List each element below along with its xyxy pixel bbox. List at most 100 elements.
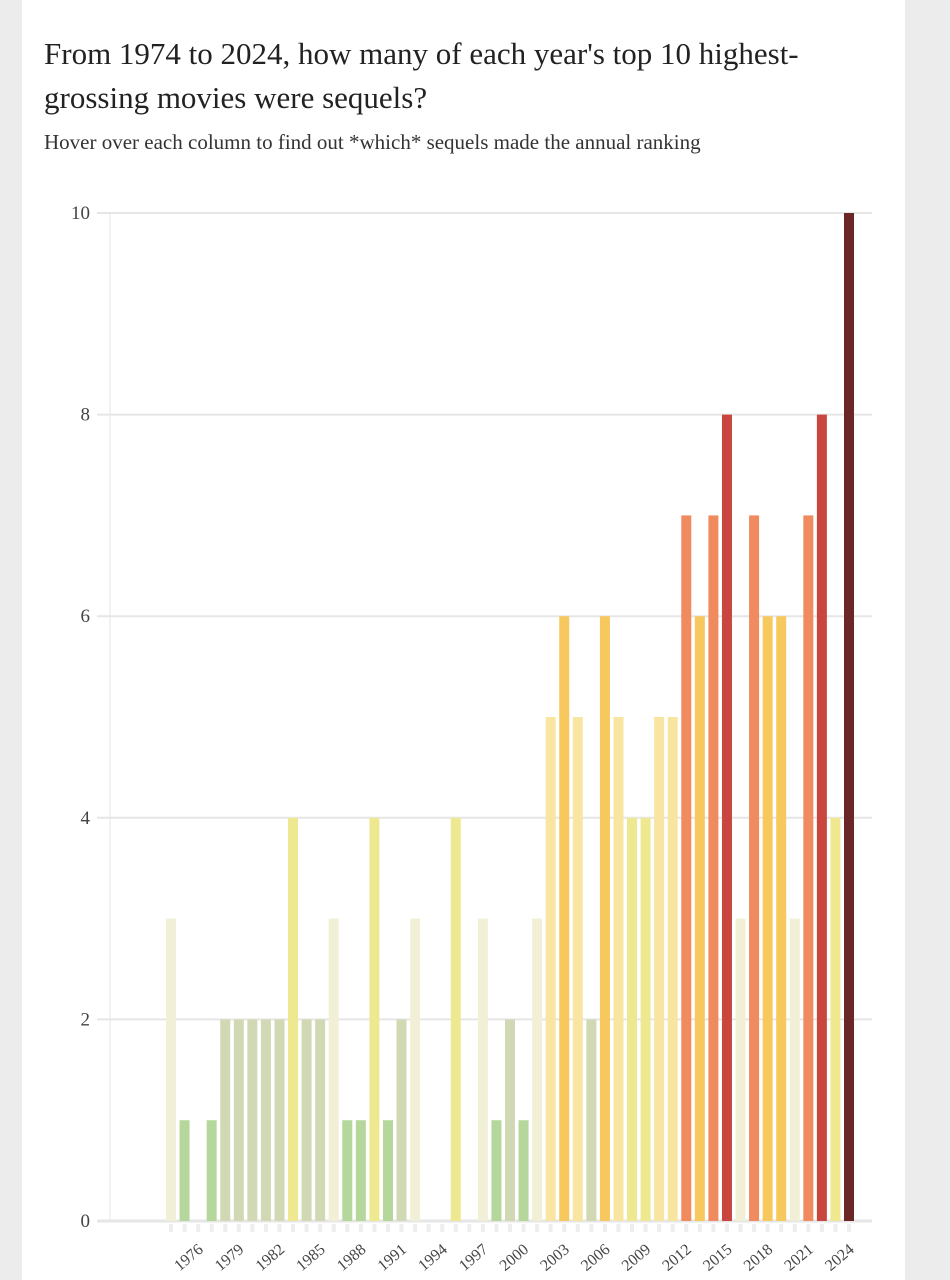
x-tick (724, 1224, 729, 1232)
x-tick (372, 1224, 377, 1232)
x-tick (385, 1224, 390, 1232)
x-tick-label: 2018 (741, 1241, 776, 1275)
x-tick (467, 1224, 472, 1232)
bar (830, 817, 841, 1221)
bar (654, 717, 665, 1221)
x-tick (169, 1224, 173, 1232)
bar (816, 414, 827, 1222)
bar (301, 1019, 312, 1221)
x-tick (480, 1224, 485, 1232)
bar (315, 1019, 326, 1221)
x-tick-label: 2003 (537, 1241, 572, 1275)
x-tick (819, 1224, 824, 1232)
x-tick (575, 1224, 580, 1232)
x-tick (440, 1224, 445, 1232)
x-tick (426, 1224, 431, 1232)
x-tick-label: 1991 (375, 1241, 410, 1275)
x-tick (318, 1224, 323, 1232)
bar (410, 918, 421, 1221)
bar (220, 1019, 231, 1221)
bar (559, 616, 570, 1221)
x-tick (562, 1224, 567, 1232)
bar (599, 616, 610, 1221)
x-tick (792, 1224, 797, 1232)
bar (274, 1019, 285, 1221)
x-tick (697, 1224, 702, 1232)
x-tick (277, 1224, 282, 1232)
x-tick (236, 1224, 241, 1232)
x-tick (331, 1224, 336, 1232)
bar (721, 414, 732, 1222)
bar (572, 717, 583, 1221)
x-tick (399, 1224, 404, 1232)
bar (776, 616, 787, 1221)
bar (586, 1019, 597, 1221)
x-tick (630, 1224, 635, 1232)
bar (708, 515, 719, 1221)
bar (518, 1120, 529, 1221)
bar (762, 616, 773, 1221)
x-tick-label: 1982 (253, 1241, 288, 1275)
x-tick-label: 1988 (334, 1241, 369, 1275)
bar (166, 918, 176, 1221)
bar (450, 817, 461, 1221)
x-tick (833, 1224, 838, 1232)
x-tick (847, 1224, 851, 1232)
x-tick (752, 1224, 757, 1232)
x-tick (684, 1224, 689, 1232)
bar (803, 515, 814, 1221)
x-tick-label: 2006 (578, 1241, 613, 1275)
x-tick-label: 1979 (212, 1241, 247, 1275)
x-tick (291, 1224, 296, 1232)
bar (355, 1120, 366, 1221)
x-tick (250, 1224, 255, 1232)
x-tick (779, 1224, 784, 1232)
x-tick (616, 1224, 621, 1232)
x-tick-label: 2009 (619, 1241, 654, 1275)
chart-subtitle: Hover over each column to find out *whic… (44, 130, 701, 154)
x-tick (521, 1224, 526, 1232)
y-tick-label: 0 (81, 1211, 91, 1232)
bar (382, 1120, 393, 1221)
x-tick (602, 1224, 607, 1232)
bar (233, 1019, 244, 1221)
x-tick (711, 1224, 716, 1232)
bar (667, 717, 678, 1221)
x-tick (657, 1224, 662, 1232)
x-tick-label: 1994 (415, 1241, 450, 1275)
x-tick-label: 2021 (781, 1241, 816, 1275)
x-tick (453, 1224, 458, 1232)
x-tick (643, 1224, 648, 1232)
bar (179, 1120, 190, 1221)
bar (749, 515, 760, 1221)
bar (477, 918, 488, 1221)
y-tick-label: 2 (81, 1009, 91, 1030)
bar (328, 918, 339, 1221)
x-tick (738, 1224, 743, 1232)
bar (369, 817, 380, 1221)
y-tick-label: 8 (81, 405, 91, 426)
bar (505, 1019, 515, 1221)
bar (694, 616, 705, 1221)
bar (681, 515, 692, 1221)
x-tick-label: 2000 (497, 1241, 532, 1275)
x-tick-label: 1985 (293, 1241, 328, 1275)
y-tick-label: 10 (71, 203, 90, 224)
bar (613, 717, 624, 1221)
x-tick-label: 2015 (700, 1241, 735, 1275)
bar (640, 817, 651, 1221)
x-tick (223, 1224, 228, 1232)
bar (545, 717, 556, 1221)
x-tick-label: 2024 (822, 1241, 857, 1275)
x-tick (345, 1224, 350, 1232)
bar (260, 1019, 271, 1221)
bar (247, 1019, 258, 1221)
bar (491, 1120, 502, 1221)
x-tick (413, 1224, 418, 1232)
x-tick (535, 1224, 540, 1232)
x-tick (209, 1224, 214, 1232)
x-tick (182, 1224, 187, 1232)
bar (532, 918, 543, 1221)
